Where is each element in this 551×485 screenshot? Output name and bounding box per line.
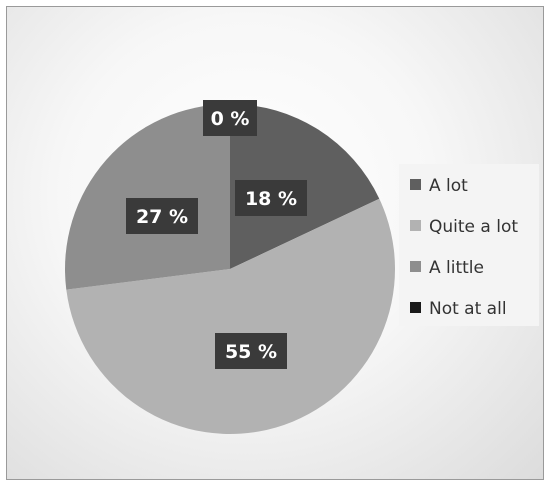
data-label-text: 55 % [225,341,277,363]
data-label-a-little: 27 % [126,198,198,234]
data-label-box [203,100,257,136]
legend-item-quite-a-lot: Quite a lot [410,217,518,237]
legend-item-a-lot: A lot [410,176,468,196]
data-label-text: 27 % [136,206,188,228]
legend-label: Not at all [429,299,507,319]
data-label-quite-a-lot: 55 % [215,333,287,369]
legend-swatch [410,220,421,231]
legend-swatch [410,261,421,272]
legend-swatch [410,302,421,313]
data-label-box [235,180,307,216]
data-label-box [215,333,287,369]
legend-item-a-little: A little [410,258,484,278]
legend-item-not-at-all: Not at all [410,299,507,319]
data-label-box [126,198,198,234]
data-label-not-at-all: 0 % [203,100,257,136]
legend-label: A little [429,258,484,278]
legend-background [399,164,539,326]
legend-label: A lot [429,176,468,196]
data-label-text: 0 % [211,108,250,130]
data-label-a-lot: 18 % [235,180,307,216]
legend-swatch [410,179,421,190]
legend: A lot Quite a lot A little Not at all [399,164,539,326]
legend-label: Quite a lot [429,217,518,237]
pie-slice-quite-a-lot [66,198,396,435]
pie-slice-a-little [64,103,230,290]
data-label-text: 18 % [245,188,297,210]
pie-slices [64,103,396,435]
data-labels: 18 % 55 % 27 % 0 % [126,100,307,369]
